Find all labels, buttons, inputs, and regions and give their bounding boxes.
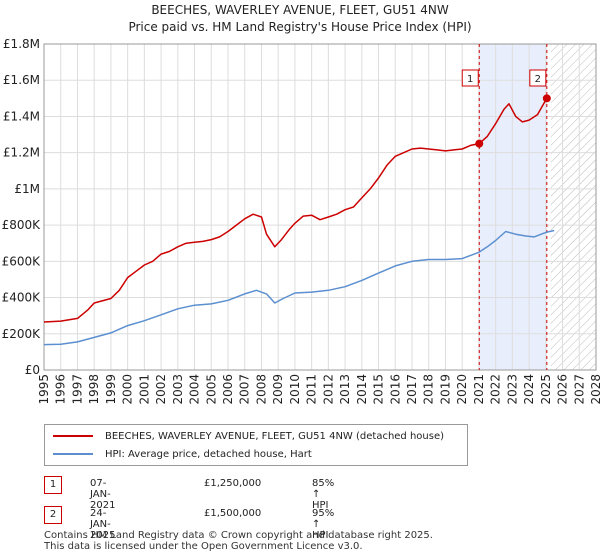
x-tick-label: 2001 [137, 374, 151, 405]
sale-period-shading [479, 44, 547, 370]
legend-item-property: BEECHES, WAVERLEY AVENUE, FLEET, GU51 4N… [53, 428, 444, 444]
x-tick-label: 2004 [188, 374, 202, 405]
x-tick-label: 2010 [288, 374, 302, 405]
transaction-badge: 2 [44, 506, 62, 524]
x-tick-label: 2028 [589, 374, 600, 405]
transaction-hpi: 85% ↑ HPI [312, 478, 335, 511]
y-tick-label: £1.6M [3, 73, 40, 87]
legend-item-hpi: HPI: Average price, detached house, Hart [53, 446, 312, 462]
x-tick-label: 2003 [171, 374, 185, 405]
hpi-line [43, 229, 555, 346]
transaction-date: 07-JAN-2021 [90, 478, 116, 511]
x-tick-label: 2005 [204, 374, 218, 405]
y-tick-label: £0 [25, 363, 40, 377]
plot-border [43, 43, 597, 371]
sale-label-box [529, 69, 547, 87]
forecast-hatch [550, 44, 596, 370]
x-tick-label: 1996 [54, 374, 68, 405]
y-tick-label: £600K [2, 254, 42, 268]
transaction-price: £1,500,000 [204, 508, 262, 519]
x-tick-label: 2011 [305, 374, 319, 405]
x-tick-label: 2007 [238, 374, 252, 405]
x-tick-label: 2021 [472, 374, 486, 405]
x-tick-label: 1995 [37, 374, 51, 405]
chart-subtitle: Price paid vs. HM Land Registry's House … [128, 20, 472, 34]
x-tick-label: 1997 [70, 374, 84, 405]
footer-line-2: This data is licensed under the Open Gov… [44, 541, 363, 552]
x-tick-label: 2019 [438, 374, 452, 405]
footer: Contains HM Land Registry data © Crown c… [44, 530, 433, 552]
legend: BEECHES, WAVERLEY AVENUE, FLEET, GU51 4N… [44, 424, 468, 466]
legend-swatch-blue [53, 453, 93, 455]
x-tick-label: 2013 [338, 374, 352, 405]
x-tick-label: 2025 [539, 374, 553, 405]
x-tick-label: 2008 [254, 374, 268, 405]
x-tick-label: 2006 [221, 374, 235, 405]
sale-point [542, 94, 551, 103]
y-tick-label: £200K [2, 327, 42, 341]
sale-point [475, 139, 484, 148]
price-chart: £0 £200K £400K £600K £800K £1M £1.2M £1.4M £1.6M… [2, 37, 600, 405]
x-tick-label: 2026 [556, 374, 570, 405]
y-tick-label: £1.8M [3, 37, 40, 51]
x-tick-label: 2015 [372, 374, 386, 405]
x-tick-label: 2014 [355, 374, 369, 405]
y-tick-label: £400K [2, 291, 42, 305]
x-tick-label: 1998 [87, 374, 101, 405]
x-tick-label: 1999 [104, 374, 118, 405]
legend-label-property: BEECHES, WAVERLEY AVENUE, FLEET, GU51 4N… [105, 430, 445, 442]
x-tick-label: 2022 [489, 374, 503, 405]
x-tick-label: 2017 [405, 374, 419, 405]
x-tick-label: 2027 [572, 374, 586, 405]
y-tick-label: £1M [14, 182, 40, 196]
x-tick-label: 2024 [522, 374, 536, 405]
y-tick-label: £1.2M [3, 146, 40, 160]
sale-label-box [461, 69, 479, 87]
transaction-price: £1,250,000 [204, 478, 262, 489]
property-price-line [43, 97, 548, 323]
y-tick-label: £800K [2, 218, 42, 232]
x-tick-label: 2023 [505, 374, 519, 405]
y-tick-label: £1.4M [3, 109, 40, 123]
footer-line-1: Contains HM Land Registry data © Crown c… [44, 530, 433, 541]
x-tick-label: 2016 [388, 374, 402, 405]
x-tick-label: 2012 [321, 374, 335, 405]
chart-title: BEECHES, WAVERLEY AVENUE, FLEET, GU51 4N… [151, 3, 449, 17]
transaction-hpi: 95% ↑ HPI [312, 508, 335, 541]
sale-label-text: 1 [467, 74, 473, 85]
sale-label-text: 2 [535, 74, 541, 85]
x-tick-label: 2020 [455, 374, 469, 405]
transaction-badge: 1 [44, 476, 62, 494]
x-tick-label: 2002 [154, 374, 168, 405]
x-tick-label: 2009 [271, 374, 285, 405]
x-tick-label: 2000 [121, 374, 135, 405]
x-tick-label: 2018 [422, 374, 436, 405]
legend-swatch-red [53, 435, 93, 437]
transaction-date: 24-JAN-2025 [90, 508, 116, 541]
legend-label-hpi: HPI: Average price, detached house, Hart [105, 448, 312, 460]
